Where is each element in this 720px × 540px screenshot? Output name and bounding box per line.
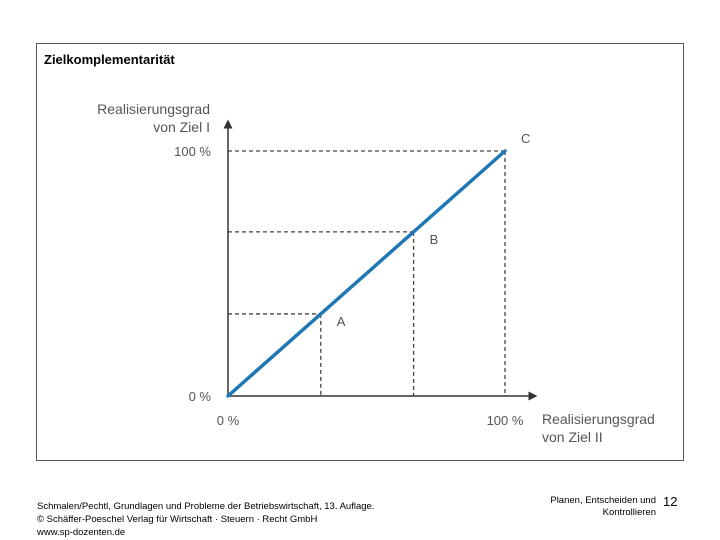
y-axis-label: von Ziel I: [153, 119, 210, 135]
footer-line: © Schäffer-Poeschel Verlag für Wirtschaf…: [37, 514, 318, 525]
footer-line: www.sp-dozenten.de: [37, 527, 126, 538]
x-tick-label: 0 %: [217, 413, 240, 428]
y-tick-label: 100 %: [174, 144, 211, 159]
x-tick-label: 100 %: [487, 413, 524, 428]
point-label: C: [521, 131, 530, 146]
point-label: B: [430, 232, 439, 247]
series-line: [226, 149, 507, 398]
section-line: Kontrollieren: [602, 507, 656, 518]
section-label: Planen, Entscheiden und Kontrollieren: [540, 495, 656, 519]
x-axis-label: von Ziel II: [542, 429, 603, 445]
source-footer: Schmalen/Pechtl, Grundlagen und Probleme…: [37, 500, 374, 539]
y-tick-label: 0 %: [189, 389, 212, 404]
slide-title: Zielkomplementarität: [44, 52, 175, 67]
y-axis-label: Realisierungsgrad: [97, 101, 210, 117]
page-number: 12: [663, 494, 678, 509]
footer-line: Schmalen/Pechtl, Grundlagen und Probleme…: [37, 501, 375, 512]
point-label: A: [337, 314, 346, 329]
slide-frame: Zielkomplementarität: [36, 43, 684, 461]
x-axis-label: Realisierungsgrad: [542, 411, 655, 427]
section-line: Planen, Entscheiden und: [550, 495, 656, 506]
